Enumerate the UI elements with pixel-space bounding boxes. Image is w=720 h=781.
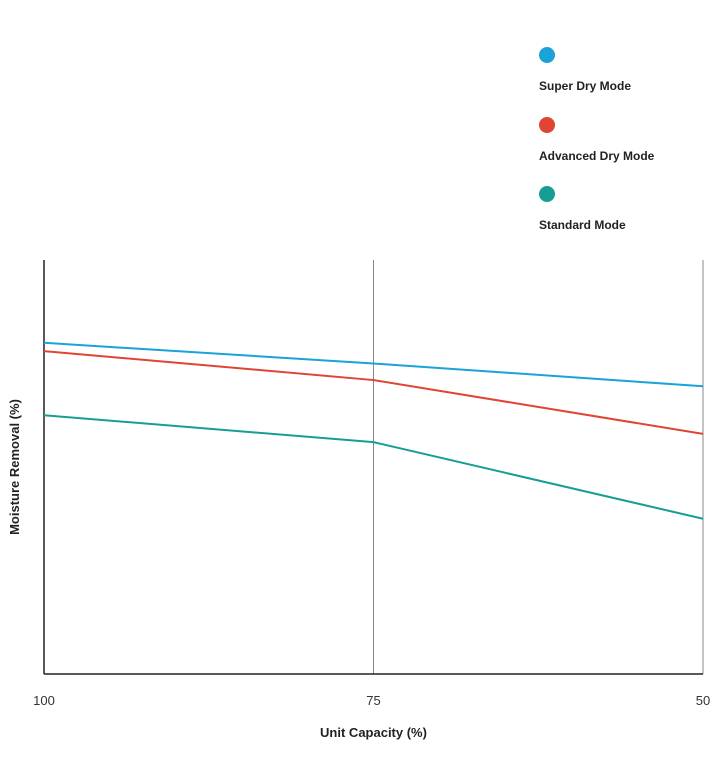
legend-item-0: Super Dry Mode	[539, 44, 714, 114]
chart-legend: Super Dry Mode Advanced Dry Mode Standard …	[539, 44, 714, 253]
series-line-1	[43, 350, 704, 435]
series-line-0	[43, 341, 704, 388]
legend-swatch-2	[539, 186, 555, 202]
x-tick-label-0: 100	[33, 693, 55, 708]
x-tick-label-1: 75	[366, 693, 380, 708]
legend-label-2: Standard Mode	[539, 218, 626, 232]
y-axis-title: Moisture Removal (%)	[7, 399, 22, 535]
x-axis-title: Unit Capacity (%)	[320, 725, 427, 740]
x-tick-label-2: 50	[696, 693, 710, 708]
legend-item-1: Advanced Dry Mode	[539, 114, 714, 184]
legend-swatch-0	[539, 47, 555, 63]
legend-label-0: Super Dry Mode	[539, 79, 632, 93]
legend-swatch-1	[539, 116, 555, 133]
legend-item-2: Standard Mode	[539, 183, 714, 253]
legend-label-1: Advanced Dry Mode	[539, 148, 655, 163]
series-line-2	[43, 414, 704, 520]
